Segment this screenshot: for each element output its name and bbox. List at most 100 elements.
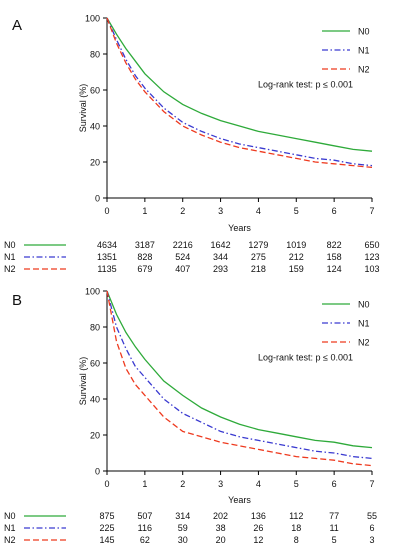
y-tick-label: 0 [95, 467, 100, 477]
risk-count: 275 [251, 252, 266, 262]
risk-count: 30 [178, 535, 188, 545]
x-tick-label: 0 [104, 479, 109, 489]
risk-count: 202 [213, 511, 228, 521]
y-tick-label: 40 [90, 122, 100, 132]
risk-count: 12 [253, 535, 263, 545]
y-tick-label: 80 [90, 323, 100, 333]
risk-count: 293 [213, 264, 228, 274]
y-tick-label: 20 [90, 158, 100, 168]
series-line-n2 [106, 17, 373, 169]
risk-count: 3 [369, 535, 374, 545]
x-tick-label: 0 [104, 206, 109, 216]
risk-row-label-n1: N1 [4, 252, 16, 262]
risk-count: 11 [329, 523, 338, 533]
y-axis-title: Survival (%) [78, 357, 88, 406]
risk-count: 344 [213, 252, 228, 262]
risk-count: 59 [178, 523, 188, 533]
logrank-annotation: Log-rank test: p ≤ 0.001 [258, 353, 353, 363]
x-tick-label: 7 [369, 206, 374, 216]
risk-count: 38 [216, 523, 226, 533]
risk-count: 116 [138, 523, 152, 533]
y-tick-label: 80 [90, 50, 100, 60]
series-line-n1 [106, 17, 373, 167]
legend-label-n1: N1 [358, 319, 370, 329]
x-tick-label: 2 [180, 206, 185, 216]
risk-count: 55 [367, 511, 377, 521]
x-tick-label: 4 [256, 206, 261, 216]
risk-count: 225 [99, 523, 114, 533]
risk-count: 136 [251, 511, 266, 521]
legend-label-n2: N2 [358, 65, 370, 75]
x-tick-label: 6 [332, 479, 337, 489]
x-tick-label: 7 [369, 479, 374, 489]
risk-count: 1351 [97, 252, 117, 262]
x-tick-label: 1 [142, 206, 147, 216]
risk-count: 159 [289, 264, 304, 274]
y-tick-label: 100 [85, 14, 100, 24]
risk-count: 8 [294, 535, 299, 545]
risk-count: 1279 [248, 240, 268, 250]
risk-count: 822 [327, 240, 342, 250]
risk-count: 62 [140, 535, 150, 545]
risk-row-label-n2: N2 [4, 535, 16, 545]
risk-row-label-n0: N0 [4, 240, 16, 250]
y-tick-label: 20 [90, 431, 100, 441]
risk-count: 407 [175, 264, 190, 274]
x-axis-title: Years [228, 495, 251, 505]
risk-count: 77 [329, 511, 339, 521]
series-line-n2 [106, 290, 373, 467]
risk-count: 6 [369, 523, 374, 533]
risk-count: 1019 [286, 240, 306, 250]
series-line-n0 [106, 290, 373, 449]
risk-count: 124 [327, 264, 342, 274]
risk-row-label-n0: N0 [4, 511, 16, 521]
risk-count: 650 [364, 240, 379, 250]
logrank-annotation: Log-rank test: p ≤ 0.001 [258, 80, 353, 90]
risk-count: 507 [137, 511, 152, 521]
risk-row-label-n2: N2 [4, 264, 16, 274]
risk-count: 145 [99, 535, 114, 545]
y-tick-label: 100 [85, 287, 100, 297]
risk-count: 20 [216, 535, 226, 545]
risk-count: 828 [137, 252, 152, 262]
risk-count: 5 [332, 535, 337, 545]
risk-count: 2216 [173, 240, 193, 250]
x-tick-label: 2 [180, 479, 185, 489]
risk-count: 26 [253, 523, 263, 533]
risk-count: 123 [364, 252, 379, 262]
x-tick-label: 6 [332, 206, 337, 216]
legend-label-n0: N0 [358, 27, 370, 37]
risk-count: 218 [251, 264, 266, 274]
legend-label-n1: N1 [358, 46, 370, 56]
risk-count: 3187 [135, 240, 155, 250]
risk-count: 158 [327, 252, 342, 262]
risk-count: 18 [291, 523, 301, 533]
risk-count: 875 [99, 511, 114, 521]
risk-count: 4634 [97, 240, 117, 250]
x-tick-label: 5 [294, 479, 299, 489]
risk-count: 1642 [211, 240, 231, 250]
x-tick-label: 4 [256, 479, 261, 489]
risk-count: 103 [364, 264, 379, 274]
series-line-n1 [106, 290, 373, 460]
risk-count: 1135 [97, 264, 116, 274]
risk-count: 212 [289, 252, 304, 262]
y-tick-label: 0 [95, 194, 100, 204]
x-tick-label: 3 [218, 479, 223, 489]
x-tick-label: 1 [142, 479, 147, 489]
y-tick-label: 40 [90, 395, 100, 405]
x-tick-label: 3 [218, 206, 223, 216]
legend-label-n0: N0 [358, 300, 370, 310]
series-line-n0 [106, 17, 373, 152]
risk-count: 524 [175, 252, 190, 262]
risk-count: 679 [137, 264, 152, 274]
panel-label: B [12, 292, 22, 309]
x-tick-label: 5 [294, 206, 299, 216]
y-axis-title: Survival (%) [78, 84, 88, 133]
risk-row-label-n1: N1 [4, 523, 16, 533]
panel-label: A [12, 17, 22, 34]
y-tick-label: 60 [90, 359, 100, 369]
